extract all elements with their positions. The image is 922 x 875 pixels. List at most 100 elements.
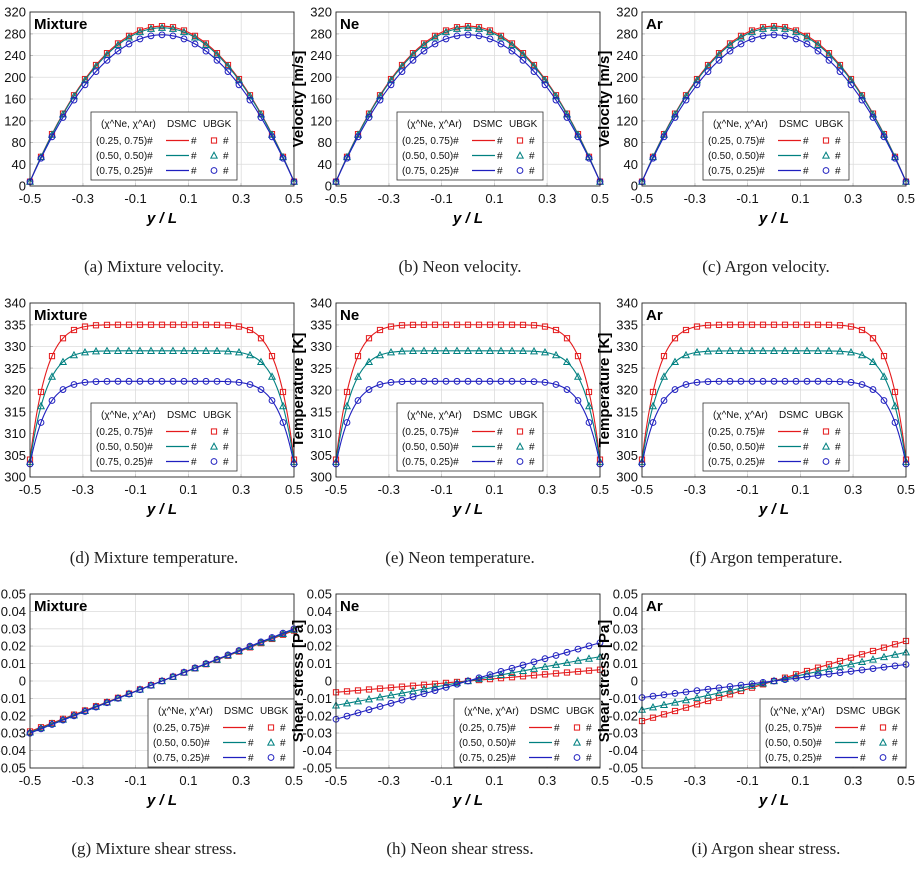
x-tick-label: -0.5	[19, 482, 41, 497]
series-markers-2	[332, 639, 604, 723]
legend-hash: #	[497, 166, 503, 177]
x-tick-label: -0.3	[684, 191, 706, 206]
data-point	[474, 24, 484, 32]
data-point	[234, 75, 244, 84]
y-tick-label: 320	[310, 383, 332, 398]
data-point	[103, 321, 111, 328]
legend-hash: #	[860, 723, 866, 734]
data-point	[781, 32, 789, 40]
y-tick-label: 310	[310, 426, 332, 441]
legend-hash: #	[191, 136, 197, 147]
y-tick-label: 300	[616, 470, 638, 485]
plot-frame	[335, 11, 601, 187]
data-point	[246, 642, 254, 650]
data-point	[736, 33, 746, 41]
data-point	[507, 346, 517, 354]
data-point	[387, 699, 395, 707]
data-point	[70, 326, 78, 334]
data-point	[136, 686, 144, 694]
legend-hash: #	[835, 457, 841, 468]
x-axis-label: y / L	[146, 501, 177, 518]
legend-hash: #	[835, 151, 841, 162]
legend-header-ubgk: UBGK	[815, 119, 844, 130]
legend-hash: #	[860, 753, 866, 764]
data-point	[48, 721, 56, 728]
data-point	[704, 68, 712, 75]
data-point	[584, 654, 594, 662]
data-point	[353, 696, 363, 705]
data-point	[660, 397, 668, 404]
data-point	[880, 663, 888, 671]
data-point	[147, 377, 155, 385]
data-point	[585, 667, 593, 674]
y-tick-label: 40	[318, 157, 332, 172]
data-point	[803, 321, 811, 328]
data-point	[430, 33, 440, 41]
data-point	[365, 335, 373, 342]
data-point	[574, 353, 582, 360]
data-point	[58, 357, 68, 366]
data-point	[725, 40, 735, 48]
data-point	[386, 75, 396, 84]
data-point	[354, 687, 362, 694]
legend-hash: #	[497, 151, 503, 162]
panel-tag: Ne	[340, 16, 359, 33]
data-point	[781, 377, 789, 385]
data-point	[891, 419, 899, 426]
data-point	[649, 388, 657, 396]
y-tick-label: 340	[4, 296, 26, 311]
data-point	[441, 27, 451, 36]
data-point	[37, 154, 45, 162]
data-point	[343, 688, 351, 695]
legend-row-label: (0.75, 0.25)#	[765, 753, 822, 764]
data-point	[880, 133, 888, 141]
data-point	[365, 386, 373, 393]
data-point	[81, 379, 89, 386]
legend-marker-swatch	[209, 442, 219, 450]
data-point	[342, 698, 352, 707]
legend-header-ubgk: UBGK	[509, 410, 538, 421]
legend: (χ^Ne, χ^Ar) DSMC UBGK (0.25, 0.75)# # # (0.50…	[453, 698, 601, 768]
data-point	[519, 321, 527, 328]
y-axis-ticks: 0 40 80 120 160 200 240 280 320	[4, 5, 33, 194]
data-point	[780, 674, 790, 682]
y-tick-label: 120	[4, 113, 26, 128]
y-tick-label: 325	[616, 361, 638, 376]
legend-row-label: (0.75, 0.25)#	[96, 166, 153, 177]
data-point	[682, 96, 690, 104]
data-point	[158, 677, 166, 685]
data-point	[191, 40, 199, 48]
data-point	[69, 91, 79, 100]
data-point	[475, 674, 483, 682]
legend-row-label: (0.50, 0.50)#	[708, 442, 765, 453]
legend-row-label: (0.25, 0.75)#	[765, 723, 822, 734]
data-point	[201, 40, 211, 48]
x-tick-label: 0.5	[897, 773, 915, 788]
data-point	[671, 689, 679, 697]
legend-marker-swatch	[822, 167, 830, 174]
y-tick-label: 305	[310, 448, 332, 463]
data-point	[386, 347, 396, 356]
legend-marker-swatch	[821, 442, 831, 450]
data-point	[670, 698, 680, 706]
x-tick-label: -0.1	[430, 482, 452, 497]
data-point	[398, 322, 406, 329]
data-point	[125, 321, 133, 328]
x-tick-label: 0.5	[285, 482, 303, 497]
x-tick-label: -0.1	[736, 773, 758, 788]
legend-hash: #	[529, 151, 535, 162]
data-point	[147, 32, 155, 40]
data-point	[836, 322, 844, 329]
series-line-2	[335, 380, 601, 465]
data-point	[278, 401, 288, 410]
chart-panel-h: -0.05 -0.04 -0.03 -0.02 -0.01 0 0.01 0.02 0.03 0.…	[290, 587, 609, 859]
legend-marker-swatch	[516, 137, 524, 144]
data-point	[496, 346, 506, 354]
data-point	[420, 681, 428, 688]
data-point	[725, 346, 735, 354]
data-point	[442, 377, 450, 385]
legend-header-pair: (χ^Ne, χ^Ar)	[407, 119, 462, 130]
data-point	[409, 377, 417, 385]
data-point	[508, 321, 516, 328]
data-point	[268, 634, 276, 641]
